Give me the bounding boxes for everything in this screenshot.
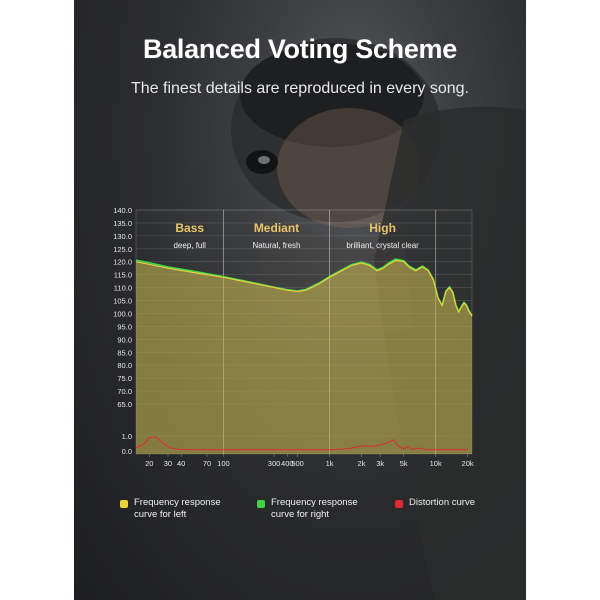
legend-label-right: Frequency response curve for right [271, 497, 358, 520]
y-tick-label: 130.0 [113, 232, 132, 241]
y-tick-label: 90.0 [117, 335, 132, 344]
y-tick-label: 95.0 [117, 322, 132, 331]
x-tick-label: 500 [291, 459, 304, 468]
y-tick-label: 120.0 [113, 258, 132, 267]
y-tick-label: 0.0 [122, 447, 132, 456]
y-tick-label: 65.0 [117, 400, 132, 409]
page-title: Balanced Voting Scheme [143, 34, 457, 64]
region-description: brilliant, crystal clear [346, 241, 419, 250]
legend-item-left: Frequency response curve for left [120, 497, 230, 521]
left-response-fill [136, 260, 472, 454]
x-tick-label: 30 [164, 459, 172, 468]
x-tick-label: 2k [358, 459, 366, 468]
region-title: High [369, 221, 396, 235]
legend-label-distortion: Distortion curve [409, 497, 475, 508]
region-description: deep, full [173, 241, 206, 250]
legend-swatch-left [120, 500, 128, 508]
y-tick-label: 75.0 [117, 374, 132, 383]
y-tick-label: 135.0 [113, 219, 132, 228]
region-title: Bass [175, 221, 204, 235]
x-tick-label: 10k [430, 459, 442, 468]
y-tick-label: 125.0 [113, 245, 132, 254]
y-tick-label: 70.0 [117, 387, 132, 396]
page-subtitle: The finest details are reproduced in eve… [131, 80, 469, 97]
x-tick-label: 300 [268, 459, 281, 468]
region-title: Mediant [254, 221, 299, 235]
legend-swatch-distortion [395, 500, 403, 508]
y-tick-label: 105.0 [113, 297, 132, 306]
y-tick-label: 100.0 [113, 309, 132, 318]
region-description: Natural, fresh [252, 241, 300, 250]
x-tick-label: 40 [177, 459, 185, 468]
x-tick-label: 20k [462, 459, 474, 468]
y-tick-label: 140.0 [113, 206, 132, 215]
y-tick-label: 115.0 [114, 271, 132, 280]
x-tick-label: 20 [145, 459, 153, 468]
y-tick-label: 80.0 [117, 361, 132, 370]
legend-swatch-right [257, 500, 265, 508]
x-tick-label: 1k [326, 459, 334, 468]
poster: Balanced Voting Scheme The finest detail… [74, 0, 526, 600]
x-tick-label: 3k [376, 459, 384, 468]
y-tick-label: 1.0 [122, 432, 132, 441]
x-tick-label: 100 [217, 459, 230, 468]
distortion-line [135, 436, 468, 451]
frequency-response-chart: 140.0 135.0 130.0 125.0 120.0 115.0 110.0 105.0… [113, 206, 474, 468]
legend-item-distortion: Distortion curve [395, 497, 519, 509]
x-tick-label: 5k [400, 459, 408, 468]
y-tick-label: 110.0 [114, 284, 132, 293]
legend-label-left: Frequency response curve for left [134, 497, 221, 520]
x-tick-label: 400 [281, 459, 294, 468]
x-tick-label: 70 [203, 459, 211, 468]
y-tick-label: 85.0 [117, 348, 132, 357]
legend-item-right: Frequency response curve for right [257, 497, 367, 521]
left-response-line [135, 259, 473, 317]
